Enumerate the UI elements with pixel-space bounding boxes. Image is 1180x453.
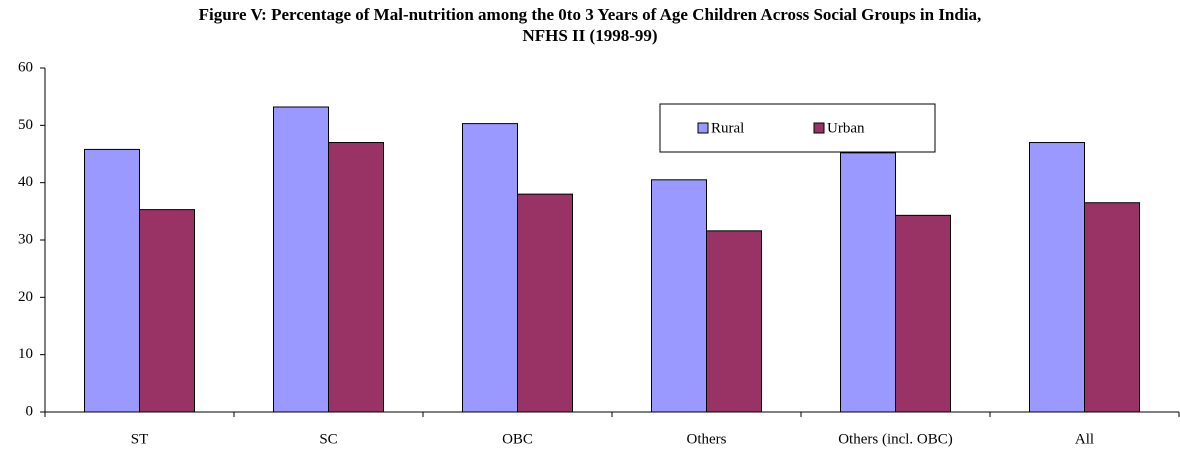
bar — [706, 230, 762, 413]
bar — [1029, 142, 1085, 413]
x-tick-label: Others — [687, 431, 727, 447]
bar — [517, 193, 573, 413]
y-tick-label: 10 — [18, 346, 33, 362]
legend-label: Rural — [711, 120, 744, 136]
y-tick-label: 40 — [18, 174, 33, 190]
y-tick-label: 20 — [18, 289, 33, 305]
x-tick-label: OBC — [502, 431, 533, 447]
bar — [895, 214, 951, 413]
legend-swatch — [697, 122, 709, 134]
bar — [139, 209, 195, 413]
x-tick-label: ST — [131, 431, 149, 447]
y-tick-label: 50 — [18, 117, 33, 133]
x-tick-label: Others (incl. OBC) — [838, 431, 953, 447]
bar — [651, 179, 707, 413]
bar — [1084, 202, 1140, 413]
bar — [462, 123, 518, 413]
bar — [84, 148, 140, 413]
bar — [273, 106, 329, 413]
legend-swatch — [813, 122, 825, 134]
chart-title: Figure V: Percentage of Mal-nutrition am… — [198, 5, 982, 45]
x-tick-label: SC — [319, 431, 337, 447]
x-tick-label: All — [1075, 431, 1094, 447]
y-tick-label: 0 — [26, 403, 34, 419]
legend-label: Urban — [827, 120, 865, 136]
y-tick-label: 30 — [18, 231, 33, 247]
bar — [328, 142, 384, 413]
bar — [840, 152, 896, 413]
y-tick-label: 60 — [18, 59, 33, 75]
